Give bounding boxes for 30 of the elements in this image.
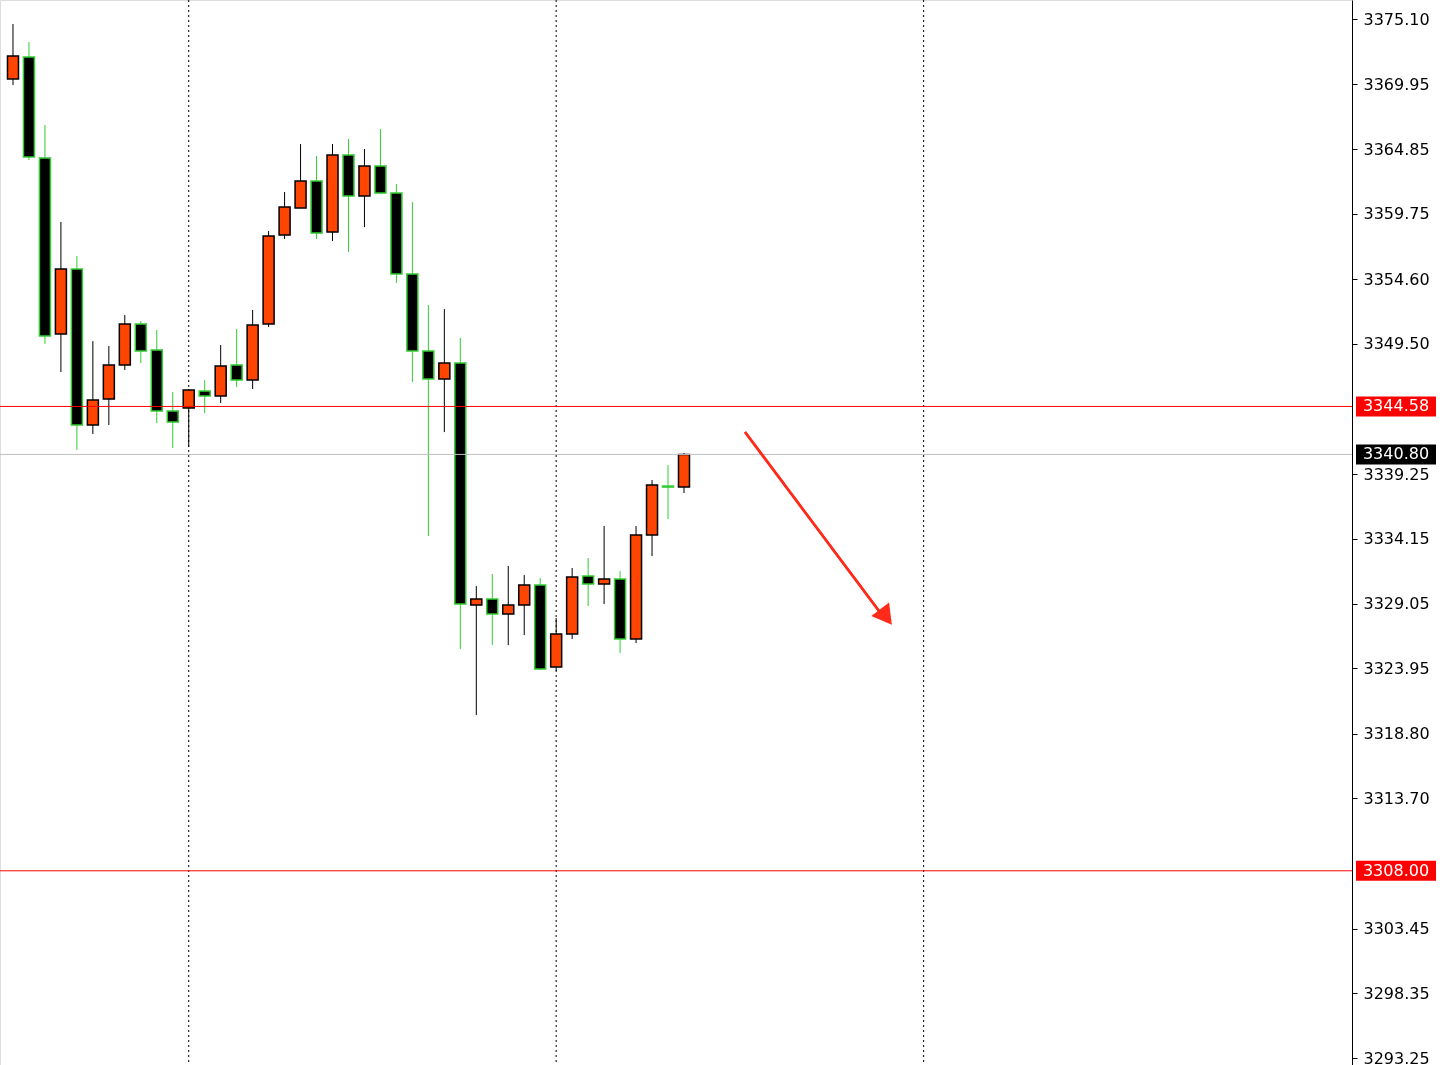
y-tick-label: 3354.60 [1363,269,1430,289]
y-tick-label: 3339.25 [1363,464,1430,484]
ref-line-label: 3340.80 [1362,444,1430,464]
y-tick-label: 3369.95 [1363,74,1430,94]
y-tick-label: 3349.50 [1363,334,1430,354]
y-tick-label: 3293.25 [1363,1048,1430,1065]
candlestick [198,379,211,414]
candlestick [517,574,531,636]
y-tick-label: 3313.70 [1363,788,1430,808]
y-tick-label: 3318.80 [1363,724,1430,744]
candlestick [470,585,483,716]
candlestick [6,23,20,86]
y-tick-label: 3359.75 [1363,204,1430,224]
y-tick-label: 3364.85 [1363,139,1430,159]
y-tick-label: 3334.15 [1363,529,1430,549]
y-tick-label: 3298.35 [1363,983,1430,1003]
candlestick [597,525,611,605]
candlestick [661,464,675,520]
y-tick-label: 3375.10 [1363,9,1430,29]
candlestick [581,557,595,607]
y-tick-label: 3323.95 [1363,658,1430,678]
ref-line-label: 3308.00 [1362,860,1430,880]
y-tick-label: 3329.05 [1363,594,1430,614]
ref-line-label: 3344.58 [1362,396,1430,416]
candlestick [502,565,515,646]
candlestick [486,573,499,646]
y-tick-label: 3303.45 [1363,919,1430,939]
candlestick [438,308,451,433]
candlestick [230,328,243,388]
candlestick [166,391,179,449]
